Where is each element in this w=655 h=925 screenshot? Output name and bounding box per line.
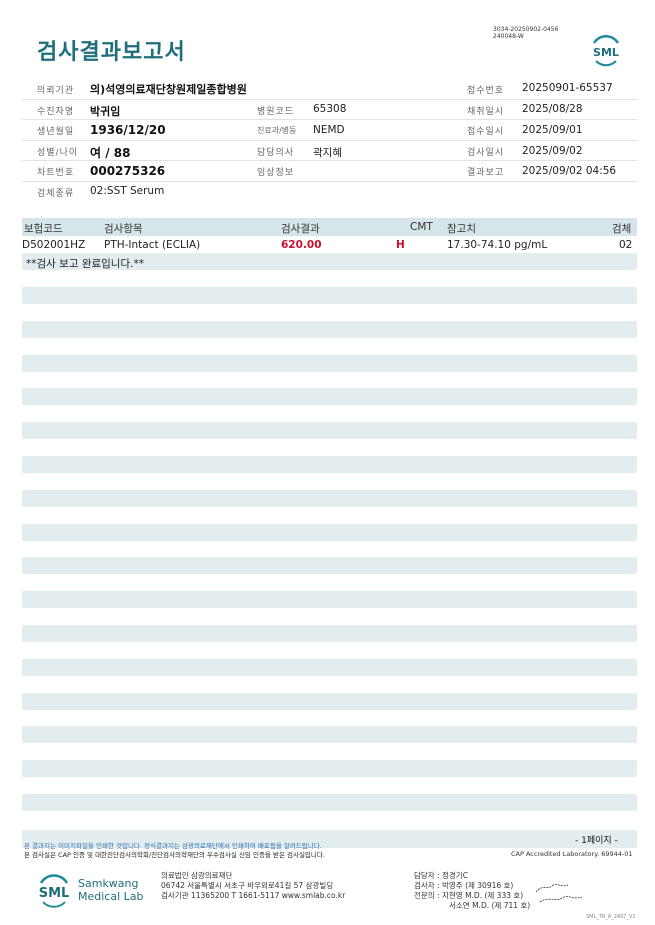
empty-row	[22, 591, 637, 609]
svg-text:SML: SML	[39, 886, 70, 901]
received-value: 2025/09/01	[522, 124, 583, 136]
col-cmt: CMT	[410, 221, 433, 233]
collected-label: 채취일시	[467, 107, 505, 117]
reported-value: 2025/09/02 04:56	[522, 165, 617, 177]
cap-accreditation: CAP Accredited Laboratory. 69944-01	[511, 850, 633, 858]
empty-row	[22, 625, 637, 642]
empty-row	[22, 456, 637, 473]
table-header	[22, 218, 637, 236]
col-reference: 참고치	[447, 223, 476, 235]
doc-id-line-1: 3034-20250902-0456	[493, 26, 559, 33]
dept-label: 진료과/병동	[257, 126, 297, 135]
form-code: SML_TR_A_2407_V1	[586, 914, 636, 920]
divider	[22, 181, 637, 182]
org-name: 의료법인 삼광의료재단	[161, 871, 233, 880]
logo-line-2: Medical Lab	[78, 890, 144, 903]
page-number: - 1페이지 -	[575, 836, 618, 846]
sex-age-value: 여 / 88	[90, 146, 131, 160]
cell-specimen: 02	[619, 239, 633, 251]
disclaimer-image: 본 결과지는 이미지파일을 인쇄한 것입니다. 정식결과지는 삼광의료재단에서 …	[24, 842, 322, 850]
reported-label: 결과보고	[467, 168, 505, 178]
tested-value: 2025/09/02	[522, 145, 583, 157]
empty-row	[22, 523, 637, 541]
specialist-1: 전문의 : 지현영 M.D. (제 333 호)	[414, 891, 524, 900]
note-row	[22, 253, 637, 270]
signatories: 담당자 : 정경기C 검사자 : 박영주 (제 30916 호) 전문의 : 지…	[414, 871, 530, 911]
svg-text:SML: SML	[593, 46, 619, 59]
divider	[22, 160, 637, 161]
empty-row	[22, 760, 637, 778]
disclaimer-cap: 본 검사실은 CAP 인증 및 대한진단검사의학회/진단검사의학재단의 우수검사…	[24, 851, 325, 859]
chart-no-label: 차트번호	[37, 168, 75, 178]
clinical-label: 임상정보	[257, 168, 295, 178]
sml-logo-icon: SML	[39, 874, 70, 908]
signature-icon	[535, 884, 583, 903]
divider	[22, 140, 637, 141]
cell-result: 620.00	[281, 239, 322, 251]
logo-line-1: Samkwang	[78, 877, 139, 890]
dob-label: 생년월일	[37, 127, 75, 137]
document-id: 3034-20250902-0456 240048-W	[493, 26, 558, 40]
chart-no-value: 000275326	[90, 164, 166, 178]
tester: 검사자 : 박영주 (제 30916 호)	[414, 881, 514, 890]
cell-code: D502001HZ	[22, 239, 86, 251]
institution-value: 의)석영의료재단창원제일종합병원	[90, 83, 247, 96]
empty-row	[22, 354, 637, 372]
specimen-value: 02:SST Serum	[90, 185, 165, 197]
receipt-no-value: 20250901-65537	[522, 82, 613, 94]
divider	[22, 119, 637, 120]
receipt-no-label: 접수번호	[467, 86, 505, 96]
cell-cmt: H	[396, 239, 405, 251]
institution-label: 의뢰기관	[37, 86, 75, 96]
empty-row	[22, 557, 637, 575]
samkwang-logo-text: Samkwang Medical Lab	[78, 877, 144, 903]
col-specimen: 검체	[612, 223, 632, 235]
empty-row	[22, 658, 637, 676]
hospital-code-value: 65308	[313, 103, 347, 115]
hospital-code-label: 병원코드	[257, 107, 295, 117]
empty-row	[22, 794, 637, 811]
empty-row	[22, 489, 637, 507]
cell-item: PTH-Intact (ECLIA)	[104, 239, 201, 251]
patient-label: 수진자명	[37, 107, 75, 117]
divider	[22, 99, 637, 100]
cell-reference: 17.30-74.10 pg/mL	[447, 239, 548, 251]
sml-logo-icon: SML	[592, 34, 620, 67]
contact: 검사기관 11365200 T 1661-5117 www.smlab.co.k…	[161, 891, 346, 900]
doctor-value: 곽지혜	[313, 147, 342, 159]
empty-row	[22, 726, 637, 744]
received-label: 접수일시	[467, 127, 505, 137]
empty-row	[22, 287, 637, 304]
col-result: 검사결과	[281, 223, 320, 235]
tested-label: 검사일시	[467, 148, 505, 158]
empty-row	[22, 320, 637, 338]
specimen-label: 검체종류	[37, 189, 75, 199]
col-test-item: 검사항목	[104, 223, 143, 235]
address: 06742 서울특별시 서초구 바우뫼로41길 57 삼광빌딩	[161, 881, 334, 890]
lab-address: 의료법인 삼광의료재단 06742 서울특별시 서초구 바우뫼로41길 57 삼…	[161, 871, 345, 901]
footer-band	[22, 830, 637, 848]
specialist-2: 서소연 M.D. (제 711 호)	[449, 901, 531, 910]
patient-value: 박귀임	[90, 105, 121, 118]
manager: 담당자 : 정경기C	[414, 871, 468, 880]
col-insurance-code: 보험코드	[24, 223, 63, 235]
doctor-label: 담당의사	[257, 148, 295, 158]
page-title: 검사결과보고서	[37, 40, 186, 65]
doc-id-line-2: 240048-W	[493, 33, 524, 40]
empty-row	[22, 388, 637, 406]
collected-value: 2025/08/28	[522, 103, 583, 115]
report-complete-note: **검사 보고 완료입니다.**	[26, 258, 144, 270]
dept-value: NEMD	[313, 124, 345, 136]
dob-value: 1936/12/20	[90, 123, 166, 137]
sex-age-label: 성별/나이	[37, 148, 79, 158]
empty-row	[22, 692, 637, 710]
empty-row	[22, 422, 637, 440]
